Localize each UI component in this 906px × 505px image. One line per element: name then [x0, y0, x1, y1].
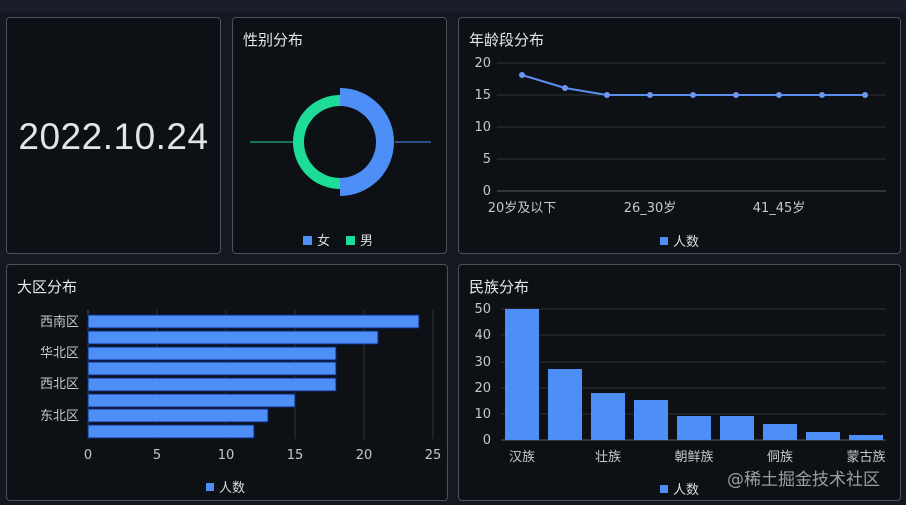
top-bar [0, 0, 906, 12]
legend-label: 人数 [219, 481, 245, 496]
svg-text:5: 5 [153, 448, 161, 463]
svg-text:40: 40 [474, 328, 491, 343]
svg-text:25: 25 [425, 448, 442, 463]
svg-text:蒙古族: 蒙古族 [846, 449, 885, 465]
svg-text:15: 15 [474, 88, 491, 103]
svg-text:15: 15 [287, 448, 304, 463]
svg-text:侗族: 侗族 [767, 449, 793, 465]
svg-text:华北区: 华北区 [40, 346, 79, 361]
x-axis: 0 5 10 15 20 25 [84, 448, 441, 463]
line-series [521, 74, 865, 96]
legend-female-label: 女 [317, 233, 330, 249]
svg-text:20: 20 [356, 448, 373, 463]
svg-text:西北区: 西北区 [40, 377, 79, 392]
gender-donut-chart: 女 男 [250, 88, 431, 249]
legend: 女 男 [303, 233, 373, 249]
y-axis: 20 15 10 5 0 [474, 56, 491, 199]
svg-text:41_45岁: 41_45岁 [753, 201, 806, 216]
gender-panel: 性别分布 女 男 [232, 17, 447, 254]
data-points[interactable] [519, 72, 868, 98]
bars[interactable] [87, 314, 420, 439]
region-panel: 大区分布 西南区 华北区 西北区 东北区 0 5 10 15 [6, 264, 448, 501]
watermark: @稀土掘金技术社区 [727, 470, 880, 490]
ethnic-bar-chart: 50 40 30 20 10 0 汉族 壮族 朝鲜族 侗族 蒙古族 人数 [474, 302, 886, 498]
female-slice[interactable] [340, 88, 394, 196]
svg-text:5: 5 [483, 152, 491, 167]
legend-swatch[interactable] [206, 483, 214, 491]
region-bar-chart: 西南区 华北区 西北区 东北区 0 5 10 15 20 25 人数 [40, 310, 441, 496]
legend-swatch[interactable] [660, 237, 668, 245]
legend-label: 人数 [673, 235, 699, 250]
svg-text:东北区: 东北区 [40, 409, 79, 424]
legend-swatch[interactable] [660, 485, 668, 493]
ethnic-panel: 民族分布 50 40 30 20 10 0 汉族 [458, 264, 901, 501]
svg-text:20: 20 [474, 56, 491, 71]
svg-text:西南区: 西南区 [40, 314, 79, 330]
age-line-chart: 20 15 10 5 0 20岁及以下 26_30岁 41_45岁 人数 [474, 56, 886, 250]
date-panel: 2022.10.24 [6, 17, 221, 254]
panel-title: 民族分布 [469, 278, 530, 296]
y-axis: 50 40 30 20 10 0 [474, 302, 491, 448]
x-axis: 汉族 壮族 朝鲜族 侗族 蒙古族 [509, 449, 886, 465]
svg-text:汉族: 汉族 [509, 449, 535, 465]
svg-text:10: 10 [218, 448, 235, 463]
svg-text:壮族: 壮族 [595, 449, 621, 465]
current-date: 2022.10.24 [18, 116, 209, 157]
x-axis: 20岁及以下 26_30岁 41_45岁 [488, 201, 806, 216]
svg-text:0: 0 [483, 433, 491, 448]
y-axis: 西南区 华北区 西北区 东北区 [40, 314, 79, 424]
bars[interactable] [505, 309, 883, 440]
svg-text:10: 10 [474, 120, 491, 135]
legend-male-label: 男 [360, 234, 373, 249]
svg-text:20岁及以下: 20岁及以下 [488, 201, 557, 216]
legend-label: 人数 [673, 483, 699, 498]
panel-title: 年龄段分布 [469, 31, 545, 49]
svg-text:10: 10 [474, 407, 491, 422]
svg-text:0: 0 [483, 184, 491, 199]
svg-text:朝鲜族: 朝鲜族 [674, 449, 713, 465]
age-panel: 年龄段分布 20 15 10 5 0 20岁及以下 26_30岁 41_45岁 … [458, 17, 901, 254]
panel-title: 性别分布 [243, 31, 304, 49]
svg-text:26_30岁: 26_30岁 [624, 201, 677, 216]
svg-text:20: 20 [474, 381, 491, 396]
legend-female-swatch[interactable] [303, 236, 312, 245]
legend-male-swatch[interactable] [346, 236, 355, 245]
male-slice[interactable] [293, 95, 340, 189]
panel-title: 大区分布 [17, 278, 78, 296]
svg-text:0: 0 [84, 448, 92, 463]
svg-text:30: 30 [474, 355, 491, 370]
svg-text:50: 50 [474, 302, 491, 317]
